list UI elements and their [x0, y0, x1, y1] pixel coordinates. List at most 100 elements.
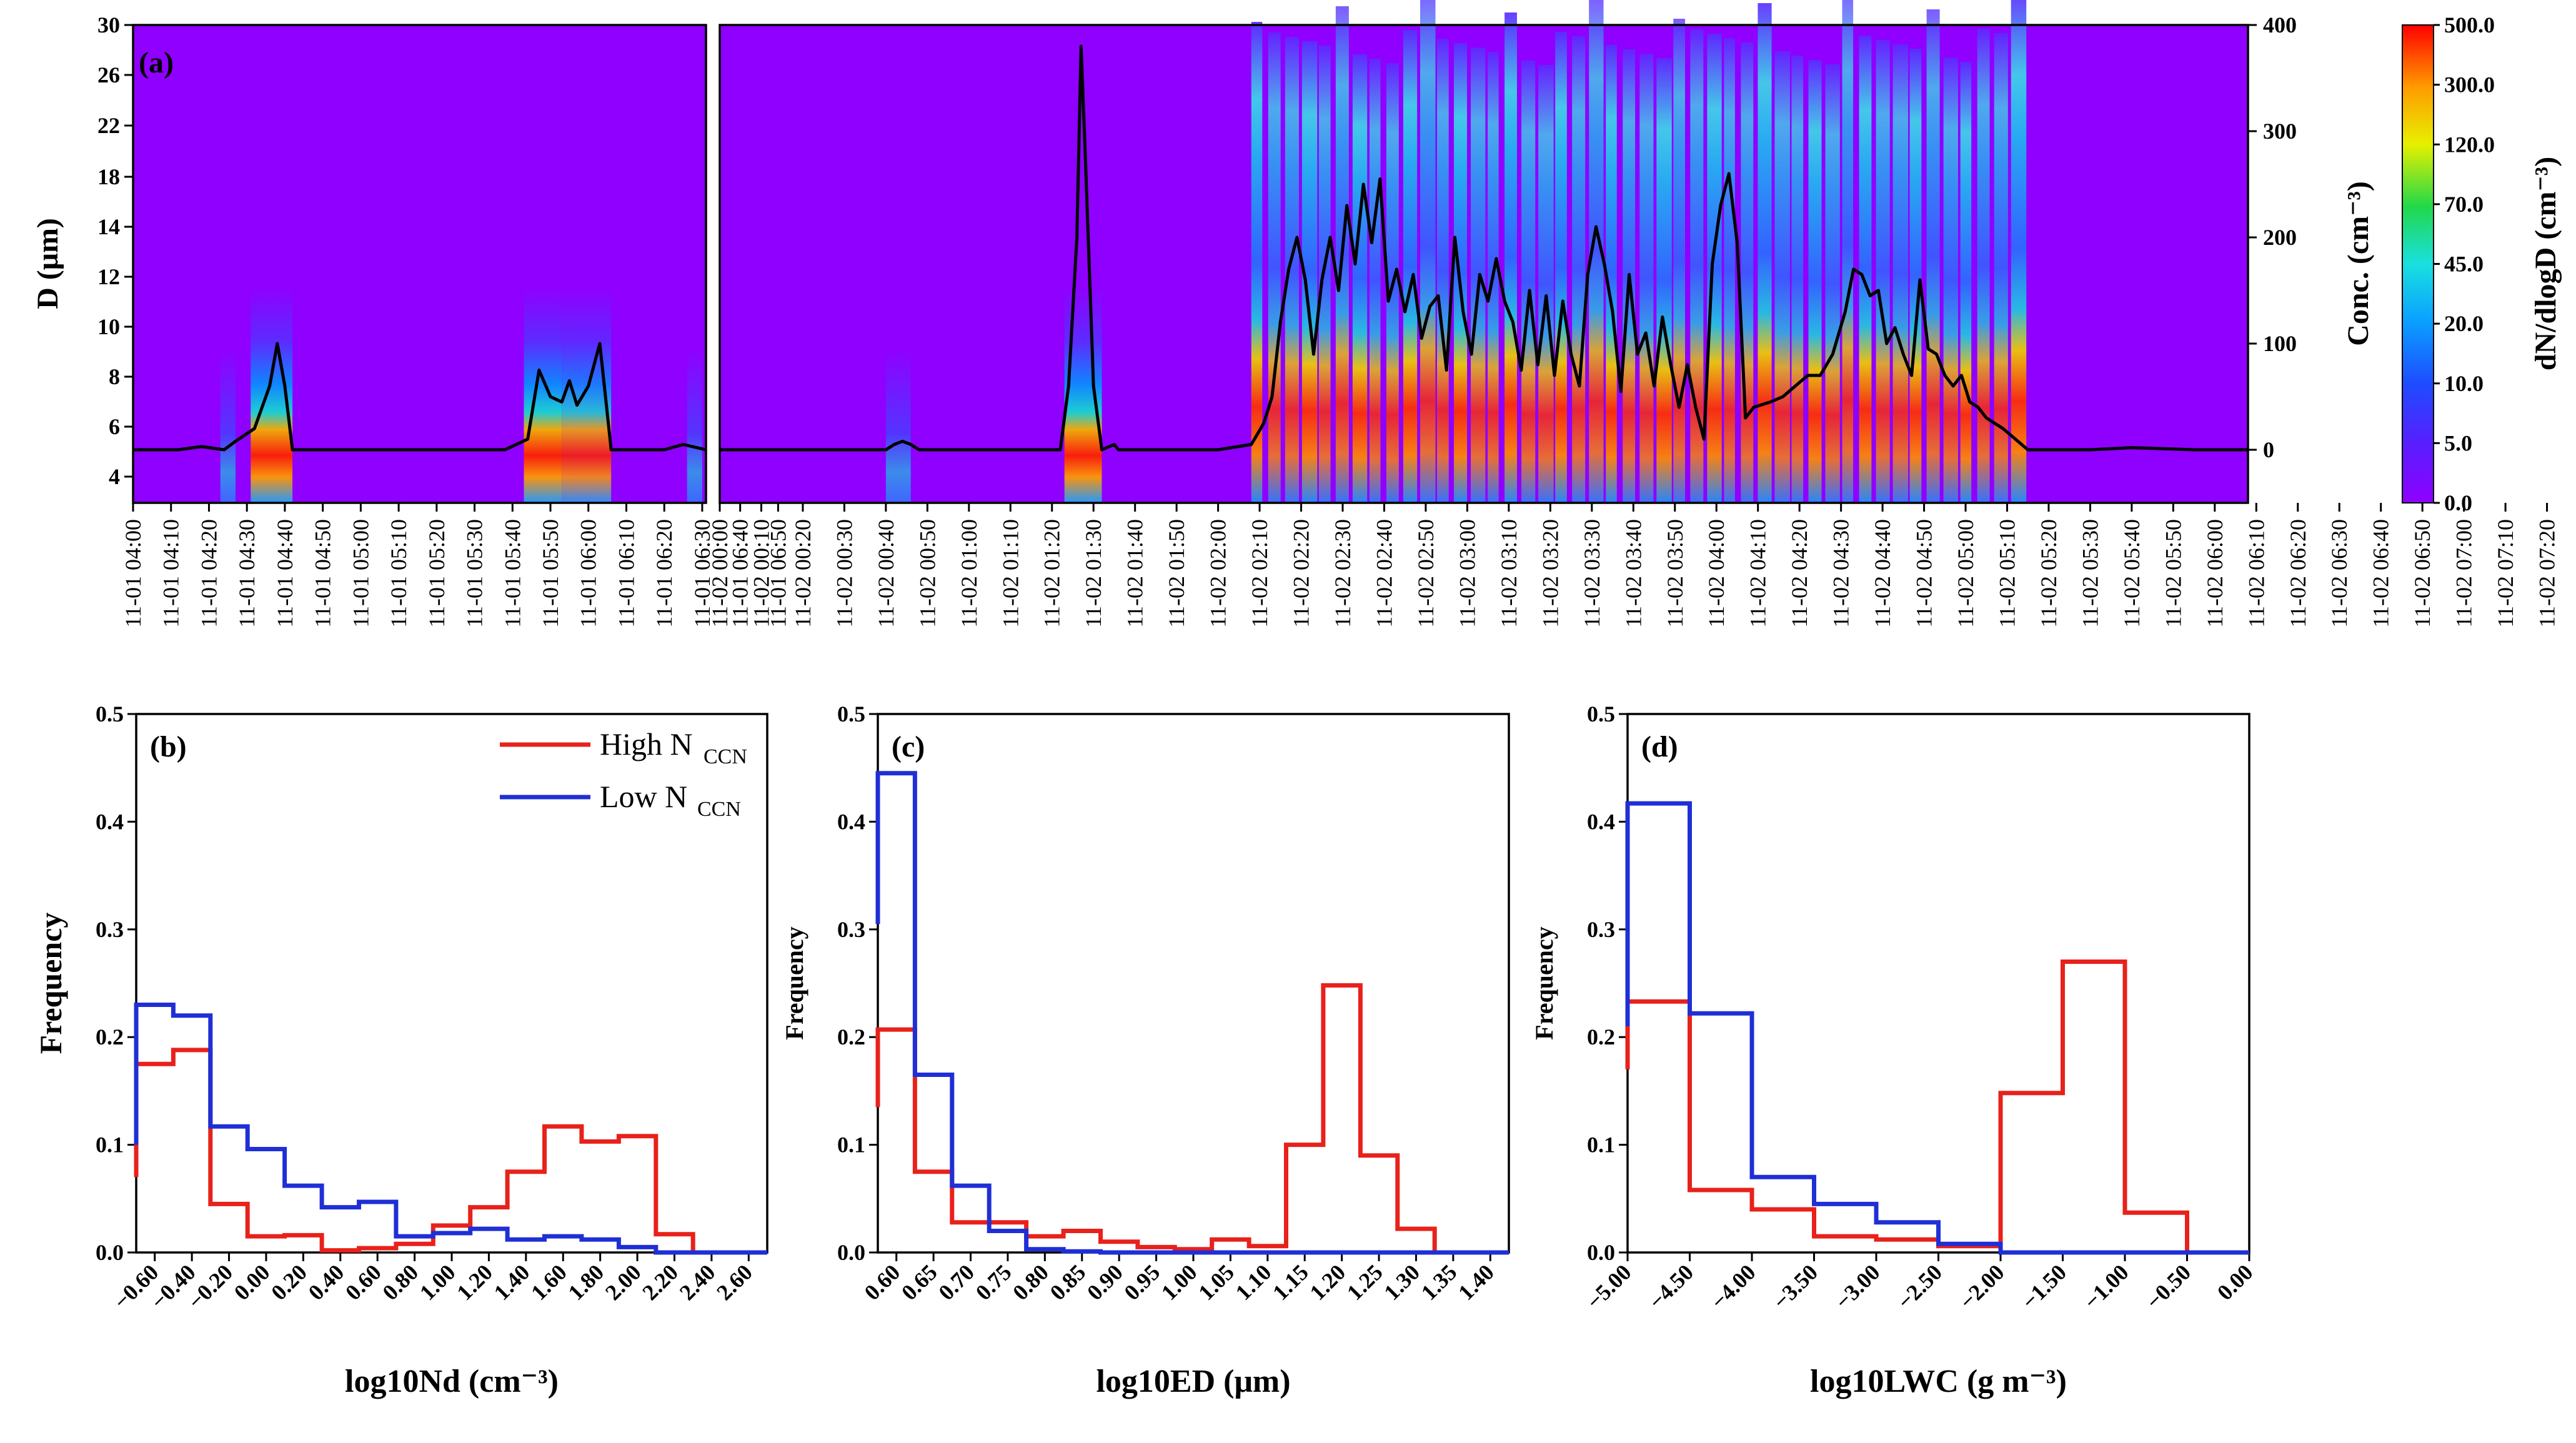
x-tick-label: 0.90 — [1082, 1259, 1128, 1305]
colorbar-tick-label: 300.0 — [2444, 72, 2495, 97]
cloud-column — [1318, 46, 1331, 503]
cloud-column — [1538, 65, 1554, 503]
cloud-column — [1589, 0, 1604, 503]
y-tick-label: 26 — [97, 62, 120, 87]
y-tick-label: 30 — [97, 12, 120, 37]
cloud-event — [562, 287, 612, 503]
cloud-column — [1994, 33, 2008, 503]
cloud-column — [1606, 45, 1617, 503]
cloud-column — [1521, 61, 1536, 503]
y-tick-label: 4 — [109, 464, 120, 489]
cloud-column — [1352, 54, 1368, 503]
x-tick-label: 11-02 07:10 — [2493, 519, 2518, 628]
x-tick-label: 0.60 — [860, 1259, 905, 1305]
y2-tick-label: 400 — [2263, 12, 2297, 37]
y-tick-label: 0.3 — [837, 917, 865, 942]
x-tick-label: 11-02 05:20 — [2036, 519, 2061, 628]
y-tick-label: 0.3 — [96, 917, 124, 942]
panel-b-histogram: 0.00.10.20.30.40.5−0.60−0.40−0.200.000.2… — [33, 702, 768, 1399]
x-tick-label: 11-02 04:40 — [1870, 519, 1895, 628]
x-tick-label: −3.00 — [1830, 1259, 1884, 1314]
cloud-column — [1437, 39, 1449, 503]
x-tick-label: 11-02 00:20 — [790, 519, 815, 628]
y2-axis-label: Conc. (cm⁻³) — [2342, 181, 2375, 346]
x-tick-label: 0.95 — [1119, 1259, 1165, 1305]
x-tick-label: 11-02 04:20 — [1787, 519, 1812, 628]
x-tick-label: 2.40 — [675, 1259, 720, 1305]
x-tick-label: 1.80 — [563, 1259, 609, 1305]
x-tick-label: 11-02 03:50 — [1663, 519, 1688, 628]
cloud-column — [1251, 22, 1263, 503]
colorbar-tick-label: 5.0 — [2444, 430, 2472, 455]
legend-high-label: High N — [600, 726, 693, 761]
cloud-column — [1268, 32, 1281, 503]
low-nccn-series — [875, 771, 1509, 1255]
x-tick-label: 11-02 05:40 — [2119, 519, 2144, 628]
x-tick-label: 11-01 05:00 — [348, 519, 373, 628]
panel-label: (c) — [892, 730, 925, 763]
colorbar-tick-label: 45.0 — [2444, 252, 2484, 277]
y-axis-label: Frequency — [33, 913, 68, 1054]
x-tick-label: 0.60 — [341, 1259, 386, 1305]
y-tick-label: 0.5 — [96, 702, 124, 726]
x-tick-label: 11-01 06:40 — [728, 519, 753, 628]
y2-tick-label: 100 — [2263, 331, 2297, 356]
x-tick-label: 11-02 03:00 — [1455, 519, 1479, 628]
x-tick-label: −2.50 — [1892, 1259, 1947, 1314]
y2-tick-label: 200 — [2263, 225, 2297, 250]
x-tick-label: −1.00 — [2079, 1259, 2133, 1314]
cloud-column — [1859, 36, 1872, 503]
cloud-column — [1690, 29, 1704, 503]
cloud-column — [1825, 64, 1840, 503]
colorbar-label: dN/dlogD (cm⁻³) — [2529, 157, 2562, 370]
y-tick-label: 6 — [109, 414, 120, 439]
x-tick-label: 11-01 04:50 — [311, 519, 336, 628]
y-tick-label: 10 — [97, 314, 120, 339]
legend-high-sub: CCN — [704, 745, 747, 768]
x-axis-label: log10ED (μm) — [1096, 1364, 1290, 1399]
x-tick-label: 11-02 06:30 — [2327, 519, 2352, 628]
heatmap-background — [133, 25, 706, 503]
cloud-column — [1977, 29, 1990, 503]
y-tick-label: 0.0 — [837, 1240, 865, 1265]
plot-frame — [877, 713, 1510, 1254]
low-nccn-series — [134, 1003, 767, 1255]
x-tick-label: 11-02 02:40 — [1371, 519, 1396, 628]
heatmap-segment-2: 11-02 00:00 11-02 00:10 11-02 00:20 11-02 0… — [707, 0, 2560, 628]
x-tick-label: 11-02 04:10 — [1746, 519, 1771, 628]
x-axis-label: log10Nd (cm⁻³) — [345, 1364, 559, 1399]
y-tick-label: 0.4 — [1587, 809, 1615, 834]
y-tick-label: 0.2 — [96, 1024, 124, 1049]
panel-label-a: (a) — [139, 46, 174, 79]
x-tick-label: −2.00 — [1954, 1259, 2009, 1314]
y-tick-label: 0.4 — [837, 809, 865, 834]
x-tick-label: 11-02 01:40 — [1123, 519, 1148, 628]
x-tick-label: 11-02 05:30 — [2077, 519, 2102, 628]
x-tick-label: 11-01 04:00 — [121, 519, 146, 628]
x-tick-label: 11-02 00:50 — [915, 519, 940, 628]
colorbar-tick-label: 500.0 — [2444, 12, 2495, 37]
x-tick-label: 0.75 — [971, 1259, 1017, 1305]
cloud-event — [687, 350, 702, 503]
cloud-column — [1707, 34, 1722, 503]
y2-tick-label: 300 — [2263, 119, 2297, 144]
x-tick-label: 2.20 — [637, 1259, 683, 1305]
cloud-column — [1724, 38, 1735, 503]
cloud-column — [1876, 40, 1890, 503]
x-tick-label: 1.20 — [452, 1259, 497, 1305]
x-tick-label: 11-02 07:20 — [2535, 519, 2560, 628]
heatmap-segment-1: 11-01 04:00 11-01 04:10 11-01 04:20 11-01 0… — [121, 24, 790, 628]
cloud-event — [885, 350, 911, 503]
x-tick-label: 11-02 05:10 — [1994, 519, 2019, 628]
x-tick-label: −4.50 — [1644, 1259, 1698, 1314]
cloud-column — [1808, 60, 1822, 503]
x-tick-label: 11-02 04:50 — [1912, 519, 1937, 628]
x-axis-label: log10LWC (g m⁻³) — [1810, 1364, 2067, 1399]
concentration-line — [720, 44, 2248, 452]
x-tick-label: 0.65 — [897, 1259, 942, 1305]
x-tick-label: 0.40 — [304, 1259, 349, 1305]
x-tick-label: 11-02 00:10 — [748, 519, 773, 628]
x-tick-label: 11-01 05:50 — [538, 519, 563, 628]
cloud-column — [1943, 57, 1958, 503]
x-tick-label: 11-02 00:40 — [873, 519, 898, 628]
